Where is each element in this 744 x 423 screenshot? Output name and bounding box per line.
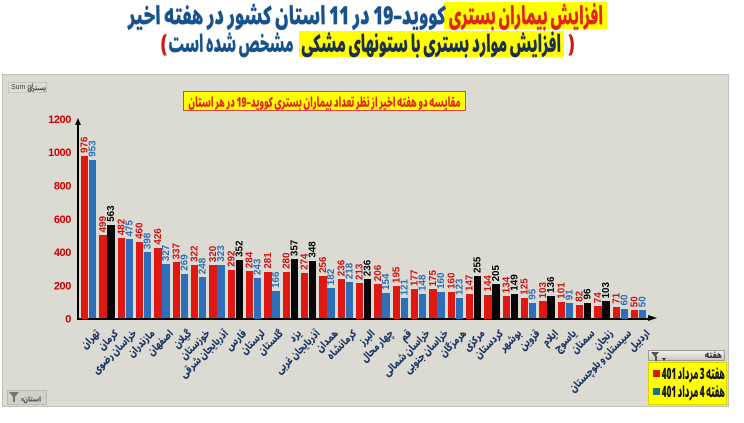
svg-text:213: 213 (355, 263, 366, 280)
svg-text:352: 352 (234, 240, 245, 257)
svg-text:274: 274 (300, 253, 311, 270)
svg-text:95: 95 (528, 288, 539, 299)
svg-text:50: 50 (630, 296, 641, 307)
svg-text:195: 195 (391, 266, 402, 283)
svg-text:337: 337 (171, 243, 182, 260)
svg-text:255: 255 (473, 256, 484, 273)
svg-text:154: 154 (381, 273, 392, 290)
svg-text:50: 50 (638, 296, 649, 307)
svg-text:177: 177 (410, 269, 421, 286)
svg-text:134: 134 (501, 276, 512, 293)
svg-text:136: 136 (546, 276, 557, 293)
svg-text:160: 160 (436, 272, 447, 289)
svg-text:166: 166 (271, 271, 282, 288)
svg-text:475: 475 (124, 220, 135, 237)
svg-text:269: 269 (179, 254, 190, 271)
svg-text:182: 182 (326, 268, 337, 285)
svg-text:800: 800 (54, 181, 71, 193)
svg-text:144: 144 (483, 275, 494, 292)
svg-text:1000: 1000 (48, 147, 71, 159)
svg-text:103: 103 (601, 282, 612, 299)
svg-text:123: 123 (454, 278, 465, 295)
svg-text:148: 148 (418, 274, 429, 291)
svg-text:284: 284 (245, 251, 256, 268)
svg-text:175: 175 (428, 270, 439, 287)
svg-text:320: 320 (208, 245, 219, 262)
svg-text:243: 243 (253, 258, 264, 275)
svg-text:101: 101 (556, 282, 567, 299)
svg-text:149: 149 (509, 274, 520, 291)
svg-text:248: 248 (198, 257, 209, 274)
svg-text:323: 323 (216, 245, 227, 262)
svg-text:96: 96 (583, 288, 594, 299)
svg-text:563: 563 (106, 205, 117, 222)
svg-text:74: 74 (593, 292, 604, 303)
svg-text:256: 256 (318, 256, 329, 273)
svg-text:348: 348 (308, 241, 319, 258)
svg-text:103: 103 (538, 282, 549, 299)
svg-text:71: 71 (611, 292, 622, 303)
svg-text:206: 206 (373, 264, 384, 281)
svg-text:60: 60 (619, 294, 630, 305)
svg-text:280: 280 (281, 252, 292, 269)
svg-text:0: 0 (65, 314, 71, 326)
svg-text:281: 281 (263, 252, 274, 269)
svg-text:121: 121 (399, 279, 410, 296)
svg-text:218: 218 (344, 262, 355, 279)
svg-text:125: 125 (520, 278, 531, 295)
svg-text:147: 147 (465, 274, 476, 291)
svg-text:91: 91 (564, 289, 575, 300)
svg-text:976: 976 (80, 136, 91, 153)
svg-text:200: 200 (54, 280, 71, 292)
svg-text:292: 292 (226, 250, 237, 267)
svg-text:1200: 1200 (48, 114, 71, 126)
svg-text:327: 327 (161, 244, 172, 261)
svg-text:236: 236 (336, 259, 347, 276)
svg-text:600: 600 (54, 214, 71, 226)
svg-text:205: 205 (491, 265, 502, 282)
svg-text:426: 426 (153, 228, 164, 245)
svg-text:482: 482 (116, 218, 127, 235)
svg-text:400: 400 (54, 247, 71, 259)
svg-text:236: 236 (363, 259, 374, 276)
svg-text:357: 357 (289, 239, 300, 256)
svg-text:398: 398 (143, 232, 154, 249)
svg-text:82: 82 (575, 290, 586, 301)
svg-text:953: 953 (88, 140, 99, 157)
svg-text:499: 499 (98, 216, 109, 233)
svg-text:322: 322 (190, 245, 201, 262)
svg-text:160: 160 (446, 272, 457, 289)
svg-text:460: 460 (135, 222, 146, 239)
